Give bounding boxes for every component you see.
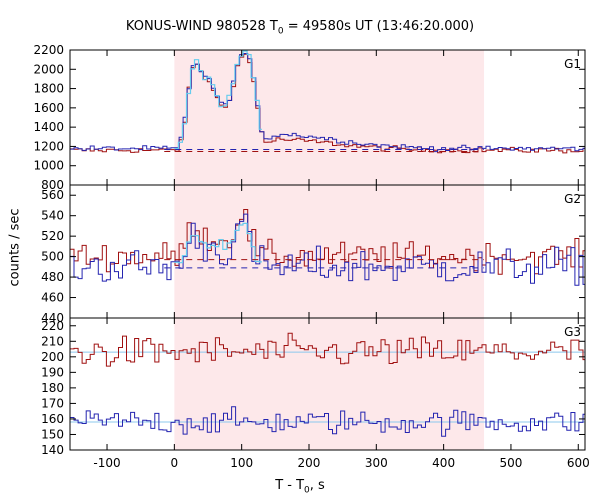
x-tick-label: 300	[365, 456, 388, 470]
x-axis-label: T - T0, s	[275, 478, 325, 496]
y-tick-label: 500	[41, 250, 64, 264]
series-g2-red	[70, 209, 585, 275]
x-tick-label: 0	[171, 456, 179, 470]
y-tick-label: 1200	[33, 139, 64, 153]
y-tick-label: 2200	[33, 43, 64, 57]
y-tick-label: 1600	[33, 101, 64, 115]
panel-label: G3	[564, 325, 581, 339]
series-g3-red	[70, 332, 585, 367]
series-g1-blue	[70, 53, 585, 153]
y-tick-label: 200	[41, 350, 64, 364]
y-axis-label: counts / sec	[7, 208, 23, 287]
y-tick-label: 170	[41, 396, 64, 410]
highlight-interval	[174, 185, 485, 318]
y-tick-label: 480	[41, 270, 64, 284]
x-tick-label: 400	[432, 456, 455, 470]
y-tick-label: 540	[41, 209, 64, 223]
y-tick-label: 460	[41, 291, 64, 305]
x-tick-label: 500	[499, 456, 522, 470]
highlight-interval	[174, 318, 485, 450]
series-g2-cyan	[174, 222, 262, 264]
y-tick-label: 2000	[33, 62, 64, 76]
y-tick-label: 520	[41, 229, 64, 243]
x-tick-label: 600	[567, 456, 590, 470]
y-tick-label: 440	[41, 311, 64, 325]
series-g1-red	[70, 53, 585, 154]
series-g1-cyan	[174, 50, 262, 150]
y-tick-label: 560	[41, 188, 64, 202]
panel-label: G1	[564, 57, 581, 71]
y-tick-label: 1000	[33, 159, 64, 173]
series-g2-blue	[70, 213, 585, 286]
panel-label: G2	[564, 192, 581, 206]
y-tick-label: 140	[41, 443, 64, 457]
y-tick-label: 220	[41, 319, 64, 333]
highlight-interval	[174, 50, 485, 185]
y-tick-label: 210	[41, 334, 64, 348]
y-tick-label: 180	[41, 381, 64, 395]
chart-title: KONUS-WIND 980528 T0 = 49580s UT (13:46:…	[125, 19, 475, 37]
y-tick-label: 1400	[33, 120, 64, 134]
panel-frame	[69, 317, 586, 451]
series-g3-blue	[70, 406, 585, 437]
y-tick-label: 160	[41, 412, 64, 426]
y-tick-label: 800	[41, 178, 64, 192]
y-tick-label: 1800	[33, 82, 64, 96]
x-tick-label: 200	[298, 456, 321, 470]
y-tick-label: 150	[41, 427, 64, 441]
x-tick-label: 100	[230, 456, 253, 470]
x-tick-label: -100	[93, 456, 120, 470]
y-tick-label: 190	[41, 365, 64, 379]
